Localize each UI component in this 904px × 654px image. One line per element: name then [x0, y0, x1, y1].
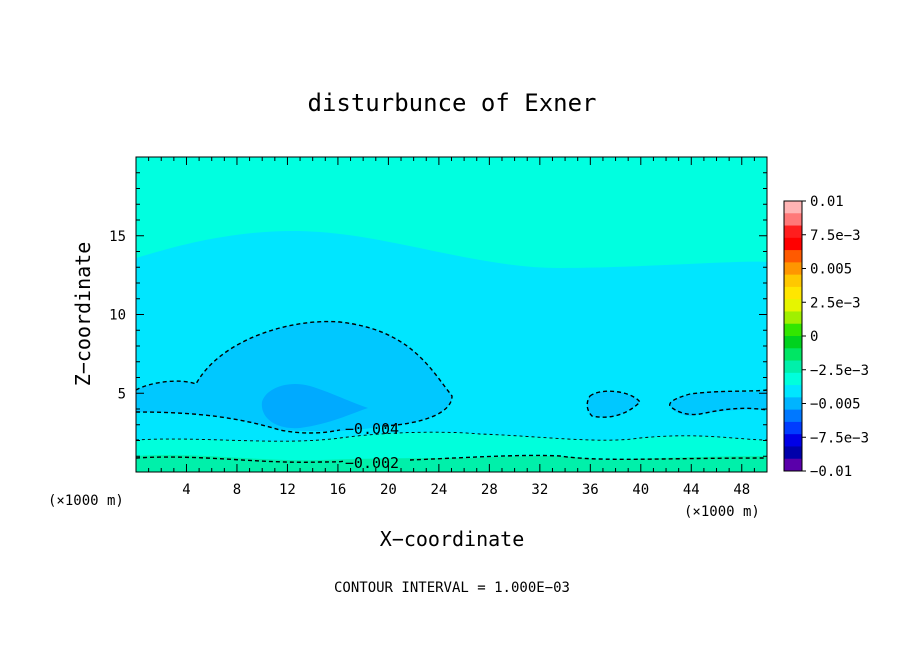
contour-interval-footer: CONTOUR INTERVAL = 1.000E−03 [334, 580, 570, 596]
x-tick-label: 32 [531, 482, 548, 498]
x-tick-label: 12 [279, 482, 296, 498]
colorbar-swatch [784, 421, 802, 435]
chart-title: disturbunce of Exner [308, 89, 597, 117]
contour-line-neg0004-lower [136, 411, 341, 434]
surface-level-band [136, 455, 767, 472]
colorbar-swatch [784, 446, 802, 460]
colorbar-swatch [784, 250, 802, 263]
colorbar-label: 0 [810, 329, 818, 345]
upper-level-region [136, 157, 767, 268]
colorbar-label: −0.005 [810, 397, 861, 413]
contour-line-neg0004-right-cell [669, 389, 767, 416]
x-tick-label: 48 [733, 482, 750, 498]
core-level-region [261, 383, 368, 429]
plot-area [136, 157, 767, 472]
colorbar-swatch [784, 311, 802, 325]
x-axis-label: X−coordinate [380, 527, 525, 551]
contour-label: −0.004 [345, 420, 399, 438]
contour-line-neg0004-mid-cell [586, 390, 641, 418]
x-tick-labels: 4 8 12 16 20 24 28 32 36 40 44 48 [182, 482, 750, 498]
x-tick-label: 20 [380, 482, 397, 498]
x-unit-label-left: (×1000 m) [48, 493, 124, 509]
colorbar-label: −7.5e−3 [810, 430, 869, 446]
x-tick-label: 4 [182, 482, 190, 498]
y-tick-label: 10 [109, 308, 126, 324]
y-tick-labels: 5 10 15 [109, 229, 126, 403]
colorbar-swatch [784, 201, 802, 214]
colorbar-swatch [784, 458, 802, 472]
colorbar-swatch [784, 237, 802, 251]
colorbar-swatch [784, 409, 802, 423]
colorbar-swatch [784, 274, 802, 288]
y-axis-label: Z−coordinate [71, 242, 95, 387]
x-tick-label: 40 [632, 482, 649, 498]
colorbar-swatch [784, 299, 802, 312]
colorbar-swatch [784, 225, 802, 239]
colorbar-swatch [784, 360, 802, 374]
colorbar-label: 7.5e−3 [810, 228, 861, 244]
contour-line-neg0004-main [136, 320, 453, 427]
minimum-level-region-mid [587, 391, 640, 418]
colorbar-label: 0.005 [810, 262, 852, 278]
colorbar-swatch [784, 323, 802, 337]
colorbar-swatch [784, 372, 802, 386]
x-tick-label: 44 [683, 482, 700, 498]
colorbar-swatch [784, 385, 802, 398]
x-tick-label: 28 [481, 482, 498, 498]
y-tick-label: 15 [109, 229, 126, 245]
x-unit-label-right: (×1000 m) [684, 504, 760, 520]
colorbar-swatch [784, 434, 802, 447]
x-tick-label: 16 [329, 482, 346, 498]
colorbar: 0.01 7.5e−3 0.005 2.5e−3 0 −2.5e−3 −0.005 −7.5e… [783, 194, 869, 480]
x-tick-label: 8 [233, 482, 241, 498]
colorbar-swatch [784, 262, 802, 276]
colorbar-swatch [784, 213, 802, 227]
contour-label: −0.002 [345, 454, 399, 472]
colorbar-label: −0.01 [810, 464, 852, 480]
colorbar-label: 0.01 [810, 194, 844, 210]
colorbar-label: 2.5e−3 [810, 295, 861, 311]
axis-ticks [136, 157, 767, 472]
y-tick-label: 5 [118, 386, 126, 402]
colorbar-swatch [784, 286, 802, 300]
x-tick-label: 24 [430, 482, 447, 498]
colorbar-swatch [784, 348, 802, 362]
colorbar-label: −2.5e−3 [810, 363, 869, 379]
minimum-level-region-left [136, 321, 452, 432]
contour-line-neg0002 [136, 454, 767, 463]
colorbar-swatch [784, 397, 802, 411]
contour-line-low-band [136, 431, 767, 442]
colorbar-swatch [784, 336, 802, 349]
x-tick-label: 36 [582, 482, 599, 498]
minimum-level-region-right [669, 390, 767, 416]
